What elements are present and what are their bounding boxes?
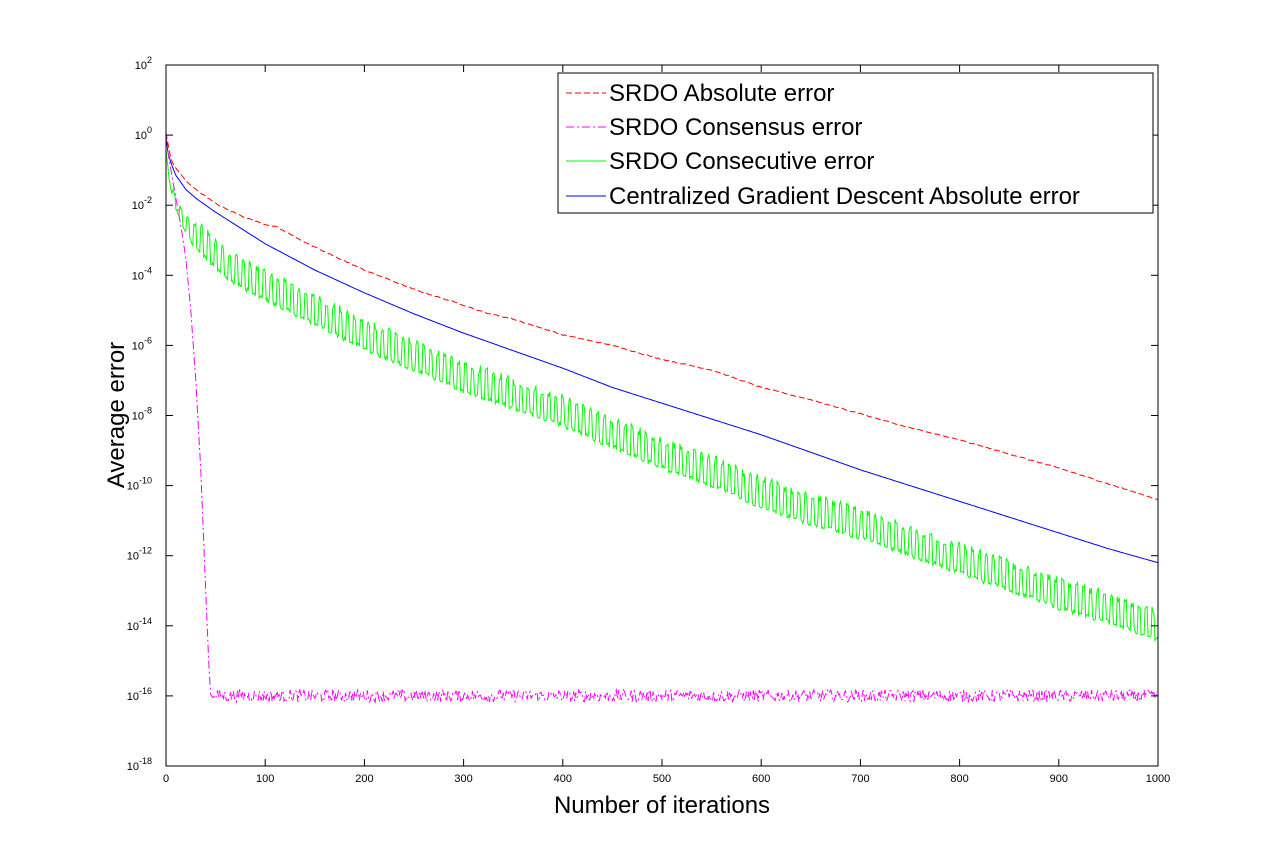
legend-label-centralized-gd: Centralized Gradient Descent Absolute er… [609, 183, 1080, 210]
x-tick-label: 900 [1050, 773, 1068, 785]
y-tick-label: 10-10 [127, 476, 152, 493]
x-tick-label: 200 [355, 773, 373, 785]
legend-label-srdo-consensus: SRDO Consensus error [609, 114, 862, 141]
x-tick-label: 500 [653, 773, 671, 785]
y-tick-label: 10-14 [127, 616, 152, 633]
y-axis-label: Average error [103, 342, 130, 488]
y-tick-label: 100 [135, 125, 152, 142]
y-tick-label: 10-2 [132, 195, 152, 212]
series-centralized-gd [165, 135, 1159, 564]
x-axis-label: Number of iterations [554, 792, 770, 819]
y-tick-label: 10-4 [132, 265, 152, 282]
y-tick-labels: 102 100 10-2 10-4 10-6 10-8 10-10 10-12 10-14 10-… [127, 55, 152, 773]
x-tick-label: 800 [950, 773, 968, 785]
x-tick-label: 0 [163, 773, 169, 785]
y-tick-label: 10-8 [132, 406, 152, 423]
legend: SRDO Absolute error SRDO Consensus error… [557, 72, 1154, 214]
legend-box [557, 72, 1154, 214]
ticks-layer [165, 64, 1159, 767]
x-tick-label: 400 [554, 773, 572, 785]
y-tick-label: 102 [135, 55, 152, 72]
x-tick-label: 1000 [1146, 773, 1170, 785]
y-tick-label: 10-16 [127, 686, 152, 703]
x-tick-label: 300 [454, 773, 472, 785]
x-tick-label: 600 [752, 773, 770, 785]
series-srdo-absolute [165, 132, 1158, 500]
y-tick-label: 10-6 [132, 335, 152, 352]
series-layer [165, 132, 1159, 704]
series-srdo-consecutive [165, 150, 1159, 643]
x-tick-label: 700 [851, 773, 869, 785]
y-tick-label: 10-12 [127, 546, 152, 563]
legend-label-srdo-absolute: SRDO Absolute error [609, 80, 834, 107]
legend-label-srdo-consecutive: SRDO Consecutive error [609, 148, 874, 175]
x-tick-labels: 0 100 200 300 400 500 600 700 800 900 1000 [163, 773, 1170, 785]
y-tick-label: 10-18 [127, 756, 152, 773]
x-tick-label: 100 [256, 773, 274, 785]
